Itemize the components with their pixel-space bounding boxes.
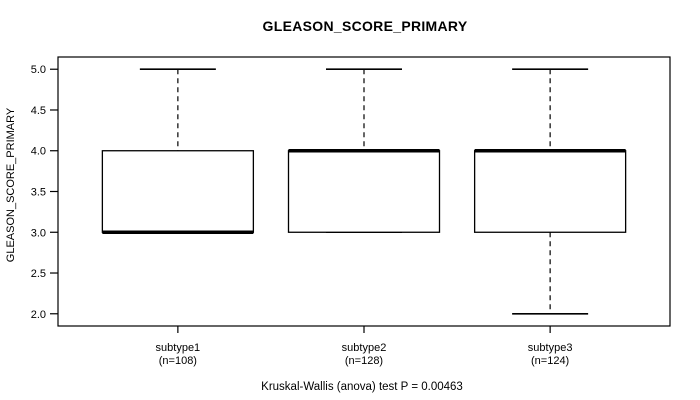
y-tick-label: 4.5 [31, 105, 46, 117]
group-count-label: (n=124) [531, 355, 569, 367]
iqr-box-subtype3 [473, 150, 627, 233]
group-label: subtype3 [528, 342, 573, 354]
plot-area: 2.0 2.5 3.0 3.5 4.0 4.5 5.0 subtype1(n=108) subt… [31, 56, 671, 367]
iqr-box-subtype1 [101, 150, 255, 233]
y-tick-label: 4.0 [31, 146, 46, 158]
chart-title: GLEASON_SCORE_PRIMARY [263, 18, 468, 34]
group-count-label: (n=108) [159, 355, 197, 367]
y-tick-label: 3.5 [31, 187, 46, 199]
group-label: subtype2 [342, 342, 387, 354]
y-axis-label: GLEASON_SCORE_PRIMARY [5, 107, 17, 262]
group-label: subtype1 [156, 342, 201, 354]
group-count-label: (n=128) [345, 355, 383, 367]
y-tick-label: 5.0 [31, 64, 46, 76]
y-tick-label: 2.0 [31, 309, 46, 321]
y-tick-label: 3.0 [31, 227, 46, 239]
y-tick-label: 2.5 [31, 268, 46, 280]
iqr-box-subtype2 [287, 150, 441, 233]
stat-test-caption: Kruskal-Wallis (anova) test P = 0.00463 [261, 381, 463, 393]
